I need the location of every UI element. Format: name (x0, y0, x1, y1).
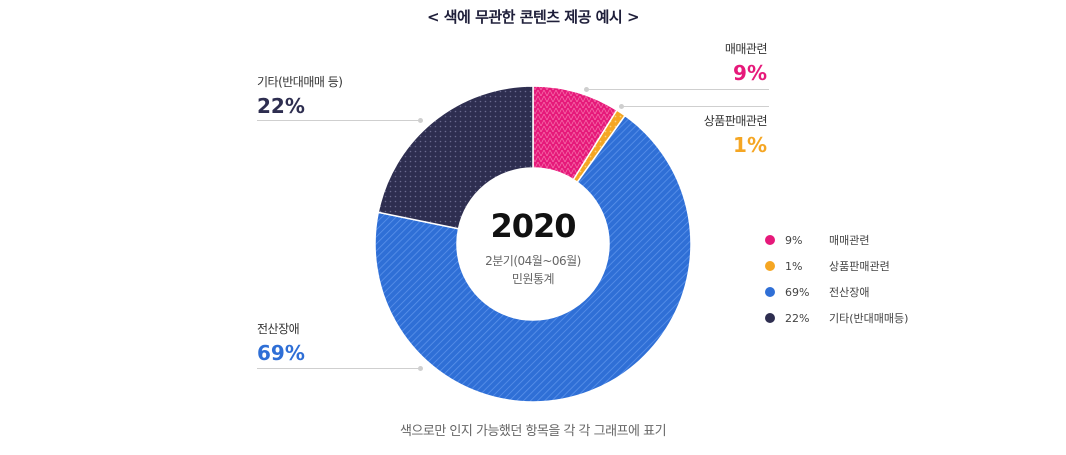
leader-dot (418, 118, 423, 123)
callout-maemae-label: 매매관련 (724, 42, 768, 56)
legend-value: 22% (785, 311, 810, 325)
chart-title: < 색에 무관한 콘텐츠 제공 예시 > (426, 8, 640, 26)
leader-dot (418, 366, 423, 371)
callout-jeonsan: 전산장애 69% (257, 320, 305, 365)
legend-label: 매매관련 (829, 234, 870, 247)
center-subtitle: 2분기(04월~06월) 민원통계 (433, 252, 633, 288)
center-year: 2020 (490, 207, 576, 245)
donut-chart (374, 85, 692, 403)
legend-label: 기타(반대매매등) (829, 312, 909, 325)
leader-maemae (584, 87, 769, 92)
legend-value: 1% (785, 259, 803, 273)
legend-value: 69% (785, 285, 810, 299)
callout-sangpum-value: 1% (733, 133, 767, 157)
legend-label: 상품판매관련 (829, 260, 890, 273)
slice-jeonsan (374, 114, 692, 403)
donut-slices (374, 85, 692, 403)
chart-legend: 9% 매매관련 1% 상품판매관련 69% 전산장애 22% 기타(반대매매등) (765, 227, 908, 331)
callout-jeonsan-value: 69% (257, 341, 305, 365)
leader-gita (257, 118, 423, 123)
legend-item: 1% 상품판매관련 (765, 253, 908, 279)
legend-swatch (765, 313, 775, 323)
center-label: 민원통계 (511, 272, 555, 286)
callout-maemae-value: 9% (733, 61, 767, 85)
callout-jeonsan-label: 전산장애 (257, 322, 300, 336)
legend-swatch (765, 235, 775, 245)
callout-sangpum-label: 상품판매관련 (703, 114, 768, 128)
callout-maemae: 매매관련 9% (724, 40, 768, 85)
legend-item: 22% 기타(반대매매등) (765, 305, 908, 331)
legend-value: 9% (785, 233, 803, 247)
legend-swatch (765, 287, 775, 297)
callout-sangpum: 상품판매관련 1% (703, 112, 768, 157)
callout-gita-label: 기타(반대매매 등) (257, 75, 343, 89)
chart-caption: 색으로만 인지 가능했던 항목을 각 각 그래프에 표기 (399, 424, 667, 439)
center-period: 2분기(04월~06월) (485, 254, 581, 268)
leader-dot (584, 87, 589, 92)
callout-gita: 기타(반대매매 등) 22% (257, 73, 343, 118)
leader-sangpum (619, 104, 769, 109)
leader-jeonsan (257, 366, 423, 371)
slice-gita (377, 85, 534, 230)
callout-gita-value: 22% (257, 94, 305, 118)
legend-item: 69% 전산장애 (765, 279, 908, 305)
legend-swatch (765, 261, 775, 271)
legend-item: 9% 매매관련 (765, 227, 908, 253)
leader-dot (619, 104, 624, 109)
legend-label: 전산장애 (829, 286, 870, 299)
